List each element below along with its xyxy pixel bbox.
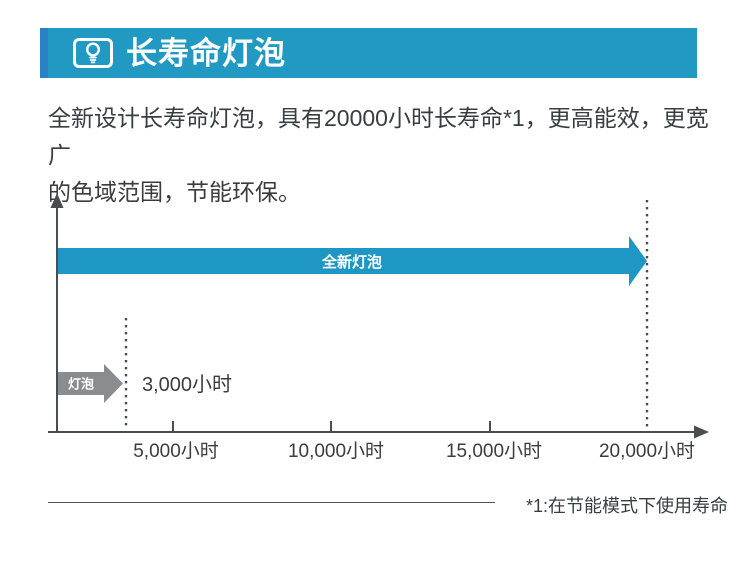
footnote-text: *1:在节能模式下使用寿命 bbox=[525, 496, 728, 516]
new-lamp-bar: 全新灯泡 bbox=[57, 236, 647, 286]
section-title: 长寿命灯泡 bbox=[126, 35, 286, 71]
old-lamp-bar-label: 灯泡 bbox=[68, 377, 94, 392]
x-tick-label-10000: 10,000小时 bbox=[288, 440, 384, 462]
lightbulb-icon bbox=[73, 38, 113, 68]
y-axis bbox=[50, 193, 64, 432]
y-axis-arrowhead bbox=[50, 193, 64, 208]
header-banner-body: 长寿命灯泡 bbox=[48, 28, 697, 78]
x-axis-arrowhead bbox=[694, 425, 709, 439]
header-accent-strip bbox=[40, 28, 48, 78]
new-lamp-bar-label: 全新灯泡 bbox=[321, 253, 382, 271]
description-text: 全新设计长寿命灯泡，具有20000小时长寿命*1，更高能效，更宽广 的色域范围，… bbox=[48, 100, 718, 211]
old-lamp-value-label: 3,000小时 bbox=[142, 373, 232, 396]
footnote-divider bbox=[48, 502, 495, 503]
old-lamp-bar: 灯泡 bbox=[57, 364, 123, 403]
section-header-banner: 长寿命灯泡 bbox=[40, 28, 697, 78]
x-tick-label-20000: 20,000小时 bbox=[599, 440, 695, 462]
description-line-2: 的色域范围，节能环保。 bbox=[48, 179, 301, 205]
lamp-life-chart: 全新灯泡 灯泡 3,000小时 5,000小时 10,000小时 15,000小… bbox=[48, 193, 709, 462]
x-axis bbox=[48, 421, 709, 439]
x-tick-label-15000: 15,000小时 bbox=[446, 440, 542, 462]
x-tick-label-5000: 5,000小时 bbox=[133, 440, 219, 462]
description-line-1: 全新设计长寿命灯泡，具有20000小时长寿命*1，更高能效，更宽广 bbox=[48, 105, 709, 168]
